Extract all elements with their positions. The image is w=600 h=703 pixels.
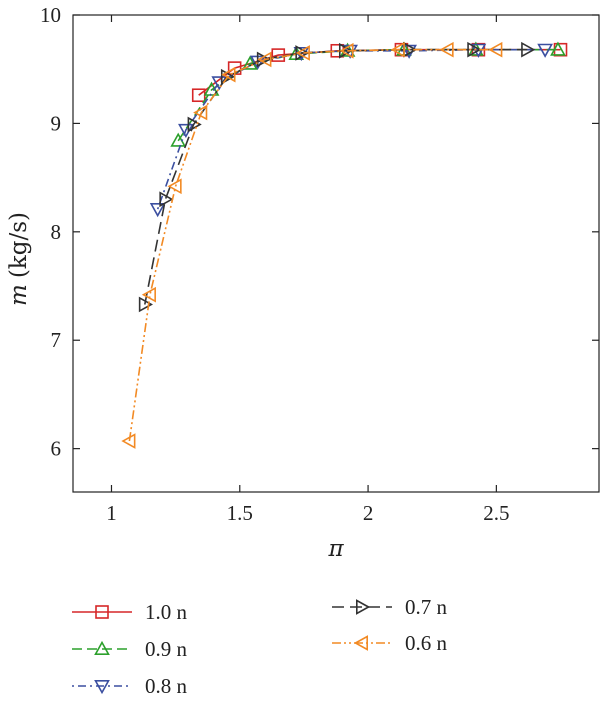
legend-label-3: 0.7 n xyxy=(405,595,448,619)
data-point-4-3 xyxy=(193,104,208,121)
legend-label-1: 0.9 n xyxy=(145,637,188,661)
legend: 1.0 n 0.9 n 0.8 n 0.7 n 0.6 n xyxy=(72,595,448,698)
data-point-3-0 xyxy=(138,296,153,313)
data-point-3-9 xyxy=(521,41,536,58)
data-point-4-5 xyxy=(257,51,272,68)
data-point-1-7 xyxy=(550,41,566,56)
data-point-3-2 xyxy=(187,116,202,133)
series-line-1 xyxy=(177,48,558,142)
y-tick-label-3: 9 xyxy=(51,111,62,135)
y-tick-label-4: 10 xyxy=(40,3,61,27)
legend-marker-0 xyxy=(95,605,109,619)
legend-marker-1 xyxy=(94,640,110,656)
data-point-3-1 xyxy=(159,191,174,208)
series-line-3 xyxy=(144,48,528,305)
legend-label-2: 0.8 n xyxy=(145,674,188,698)
data-point-4-4 xyxy=(221,66,236,83)
series-line-4 xyxy=(128,48,497,442)
data-point-4-10 xyxy=(488,41,503,58)
data-point-4-2 xyxy=(167,178,182,195)
legend-marker-2 xyxy=(94,679,110,695)
data-point-4-9 xyxy=(439,41,454,58)
x-tick-label-1: 1.5 xyxy=(227,501,253,525)
x-tick-label-0: 1 xyxy=(106,501,117,525)
data-point-4-7 xyxy=(339,42,354,59)
y-tick-label-1: 7 xyxy=(51,328,62,352)
data-point-4-8 xyxy=(390,41,405,58)
x-tick-label-2: 2 xyxy=(363,501,374,525)
data-point-3-8 xyxy=(467,41,482,58)
data-point-2-0 xyxy=(149,203,166,218)
plot-area xyxy=(121,41,568,449)
y-tick-label-2: 8 xyxy=(51,220,62,244)
data-point-2-8 xyxy=(537,43,553,58)
legend-label-4: 0.6 n xyxy=(405,631,448,655)
x-tick-label-3: 2.5 xyxy=(483,501,509,525)
data-point-3-3 xyxy=(220,68,236,85)
legend-marker-4 xyxy=(353,635,369,651)
data-point-4-0 xyxy=(121,433,136,449)
legend-marker-3 xyxy=(355,599,371,615)
x-axis-label: π xyxy=(327,536,344,562)
axes: 1 1.5 2 2.5 6 7 8 9 10 xyxy=(40,3,600,525)
series-line-2 xyxy=(156,48,546,210)
y-axis-label-unit: (kg/s) xyxy=(6,212,32,278)
y-tick-label-0: 6 xyxy=(51,437,62,461)
legend-label-0: 1.0 n xyxy=(145,600,188,624)
plot-frame xyxy=(72,14,600,493)
y-axis-label-symbol: m xyxy=(6,284,32,306)
y-axis-label: m (kg/s) xyxy=(6,212,32,306)
data-point-4-6 xyxy=(295,45,310,61)
data-point-4-1 xyxy=(141,286,156,303)
